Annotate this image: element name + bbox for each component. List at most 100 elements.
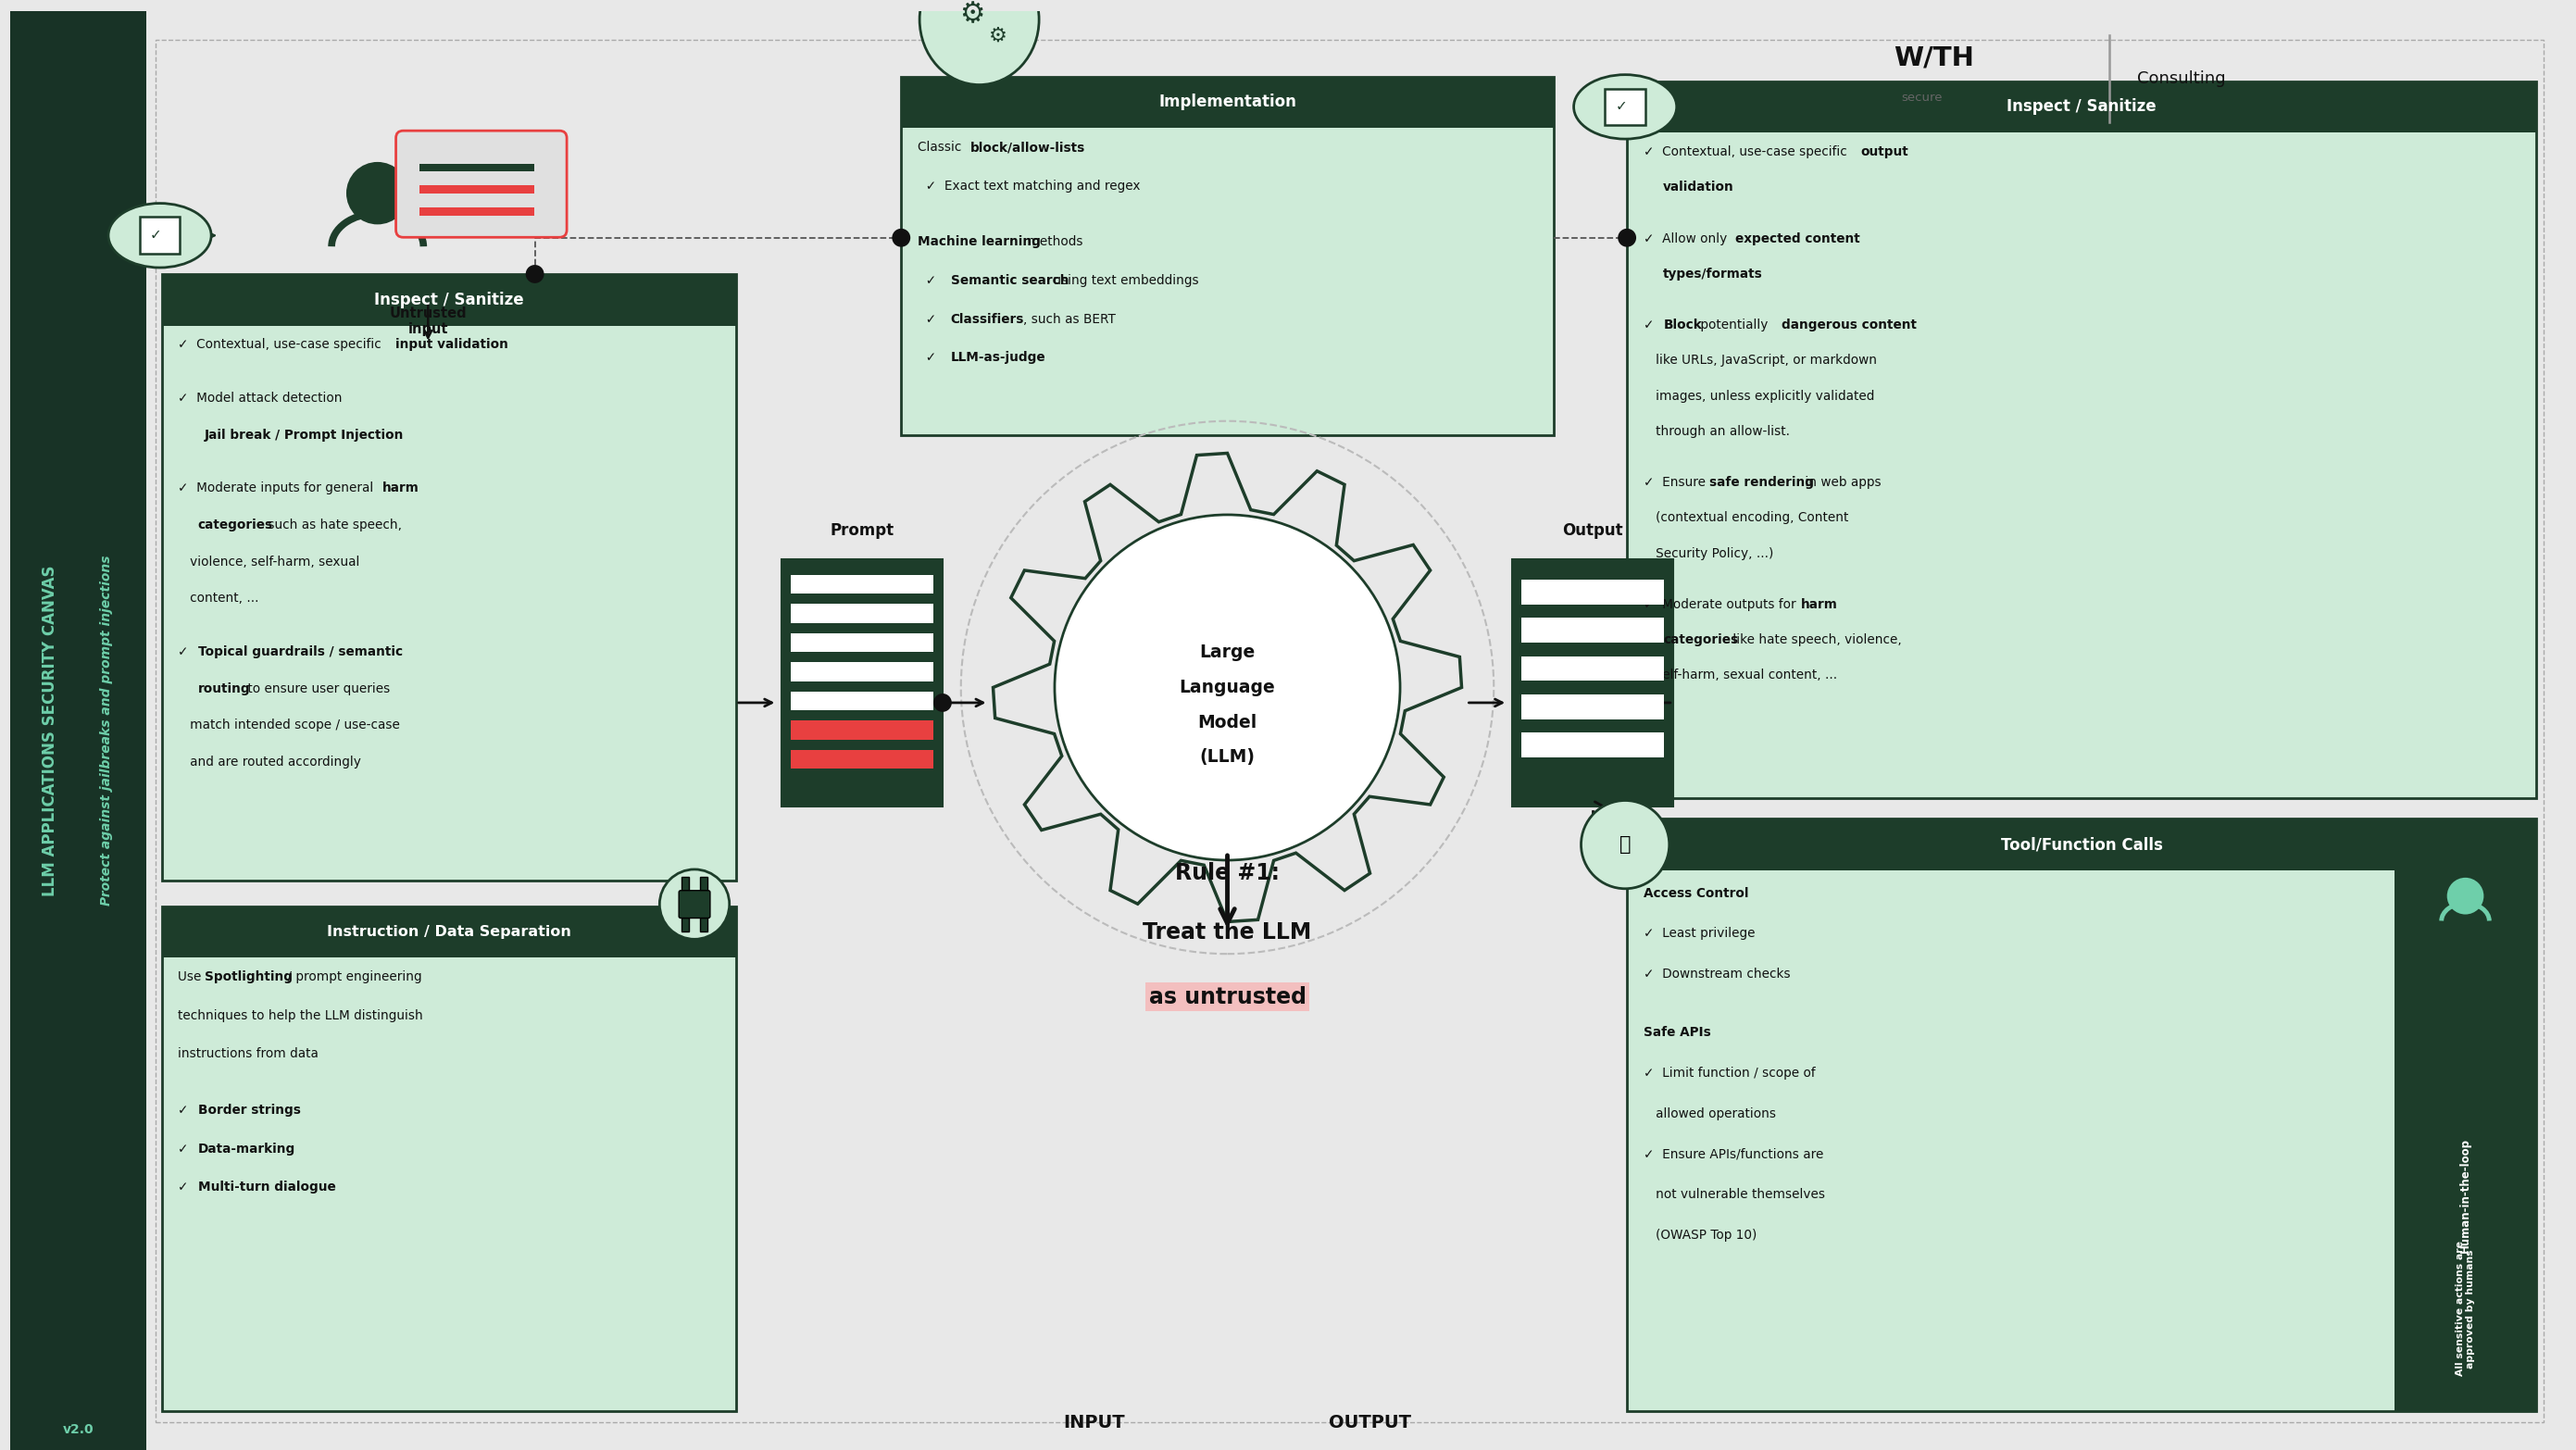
Text: LLM-as-judge: LLM-as-judge <box>951 351 1046 364</box>
FancyBboxPatch shape <box>1522 618 1664 642</box>
FancyBboxPatch shape <box>1522 657 1664 682</box>
FancyBboxPatch shape <box>162 906 737 1411</box>
FancyArrow shape <box>420 207 536 216</box>
Text: (contextual encoding, Content: (contextual encoding, Content <box>1643 512 1850 525</box>
Text: ✓: ✓ <box>917 274 945 287</box>
FancyBboxPatch shape <box>1628 819 2537 1411</box>
Circle shape <box>933 693 951 712</box>
Text: categories: categories <box>1664 634 1739 647</box>
Text: Protect against jailbreaks and prompt injections: Protect against jailbreaks and prompt in… <box>100 555 113 906</box>
Text: harm: harm <box>381 481 420 494</box>
Text: v2.0: v2.0 <box>62 1424 93 1437</box>
Circle shape <box>526 265 544 283</box>
Text: Classifiers: Classifiers <box>951 313 1025 325</box>
Text: Border strings: Border strings <box>198 1103 301 1117</box>
Text: 🔧: 🔧 <box>1620 835 1631 854</box>
Text: ✓  Contextual, use-case specific: ✓ Contextual, use-case specific <box>1643 145 1852 158</box>
Text: Instruction / Data Separation: Instruction / Data Separation <box>327 925 572 938</box>
Text: ✓: ✓ <box>178 1103 196 1117</box>
Text: Implementation: Implementation <box>1159 94 1296 110</box>
Text: like hate speech, violence,: like hate speech, violence, <box>1728 634 1901 647</box>
FancyBboxPatch shape <box>162 274 737 325</box>
FancyBboxPatch shape <box>791 750 933 769</box>
FancyBboxPatch shape <box>2393 870 2537 1411</box>
Text: Output: Output <box>1561 522 1623 538</box>
Text: ✓: ✓ <box>178 1180 196 1193</box>
Text: self-harm, sexual content, ...: self-harm, sexual content, ... <box>1643 668 1837 682</box>
Text: ✓  Least privilege: ✓ Least privilege <box>1643 927 1754 940</box>
FancyBboxPatch shape <box>139 217 180 254</box>
Text: Semantic search: Semantic search <box>951 274 1069 287</box>
FancyBboxPatch shape <box>791 692 933 710</box>
Text: (OWASP Top 10): (OWASP Top 10) <box>1643 1228 1757 1241</box>
FancyBboxPatch shape <box>155 39 2545 1422</box>
Text: Access Control: Access Control <box>1643 887 1749 900</box>
Text: routing: routing <box>198 682 250 695</box>
Text: ✓: ✓ <box>917 313 945 325</box>
FancyArrow shape <box>420 164 536 171</box>
Ellipse shape <box>920 0 1038 84</box>
Text: potentially: potentially <box>1695 319 1772 332</box>
FancyBboxPatch shape <box>680 890 711 918</box>
Circle shape <box>1582 800 1669 889</box>
Text: Block: Block <box>1664 319 1703 332</box>
Text: ✓  Ensure: ✓ Ensure <box>1643 476 1710 489</box>
Text: Inspect / Sanitize: Inspect / Sanitize <box>2007 99 2156 115</box>
Text: ✓  Moderate outputs for: ✓ Moderate outputs for <box>1643 599 1801 610</box>
FancyBboxPatch shape <box>902 77 1553 435</box>
FancyBboxPatch shape <box>791 574 933 595</box>
Text: Topical guardrails / semantic: Topical guardrails / semantic <box>198 645 402 658</box>
FancyBboxPatch shape <box>1628 819 2537 870</box>
Circle shape <box>2447 877 2483 915</box>
FancyBboxPatch shape <box>791 605 933 624</box>
Text: content, ...: content, ... <box>178 592 260 605</box>
FancyBboxPatch shape <box>683 877 688 892</box>
Text: methods: methods <box>1023 235 1082 248</box>
FancyBboxPatch shape <box>683 918 688 932</box>
Text: ✓  Allow only: ✓ Allow only <box>1643 232 1731 245</box>
Text: ✓: ✓ <box>1615 99 1628 113</box>
Circle shape <box>1054 515 1401 860</box>
Text: as untrusted: as untrusted <box>1149 986 1306 1008</box>
Text: Jail break / Prompt Injection: Jail break / Prompt Injection <box>204 428 404 441</box>
Text: Untrusted
input: Untrusted input <box>389 306 466 336</box>
Text: violence, self-harm, sexual: violence, self-harm, sexual <box>178 555 361 568</box>
FancyBboxPatch shape <box>1512 558 1672 806</box>
Text: Data-marking: Data-marking <box>198 1143 296 1156</box>
Text: to ensure user queries: to ensure user queries <box>245 682 392 695</box>
Text: Tool/Function Calls: Tool/Function Calls <box>2002 837 2164 853</box>
Text: Spotlighting: Spotlighting <box>204 970 294 983</box>
Text: ✓: ✓ <box>917 351 945 364</box>
Text: Multi-turn dialogue: Multi-turn dialogue <box>198 1180 335 1193</box>
Text: such as hate speech,: such as hate speech, <box>263 519 402 531</box>
FancyBboxPatch shape <box>10 12 147 1450</box>
FancyBboxPatch shape <box>791 721 933 740</box>
FancyBboxPatch shape <box>791 663 933 682</box>
Text: block/allow-lists: block/allow-lists <box>971 141 1084 154</box>
Text: Large: Large <box>1200 644 1255 661</box>
FancyBboxPatch shape <box>701 877 708 892</box>
Circle shape <box>345 162 410 225</box>
Text: match intended scope / use-case: match intended scope / use-case <box>178 719 399 732</box>
Text: Model: Model <box>1198 713 1257 731</box>
Text: ✓  Exact text matching and regex: ✓ Exact text matching and regex <box>917 180 1141 193</box>
Text: INPUT: INPUT <box>1064 1414 1126 1431</box>
Text: in web apps: in web apps <box>1801 476 1880 489</box>
Text: ✓  Ensure APIs/functions are: ✓ Ensure APIs/functions are <box>1643 1147 1824 1160</box>
Text: ⚙: ⚙ <box>989 28 1007 45</box>
FancyBboxPatch shape <box>1605 88 1646 125</box>
Text: Language: Language <box>1180 679 1275 696</box>
Text: safe rendering: safe rendering <box>1710 476 1814 489</box>
Text: ✓  Downstream checks: ✓ Downstream checks <box>1643 967 1790 980</box>
Text: Inspect / Sanitize: Inspect / Sanitize <box>374 291 523 307</box>
Ellipse shape <box>108 203 211 268</box>
Circle shape <box>659 870 729 940</box>
Text: ✓: ✓ <box>178 1143 196 1156</box>
Text: expected content: expected content <box>1736 232 1860 245</box>
FancyBboxPatch shape <box>397 130 567 238</box>
FancyBboxPatch shape <box>781 558 943 806</box>
Text: Safe APIs: Safe APIs <box>1643 1027 1710 1040</box>
FancyBboxPatch shape <box>701 918 708 932</box>
Text: harm: harm <box>1801 599 1839 610</box>
FancyBboxPatch shape <box>1522 580 1664 605</box>
